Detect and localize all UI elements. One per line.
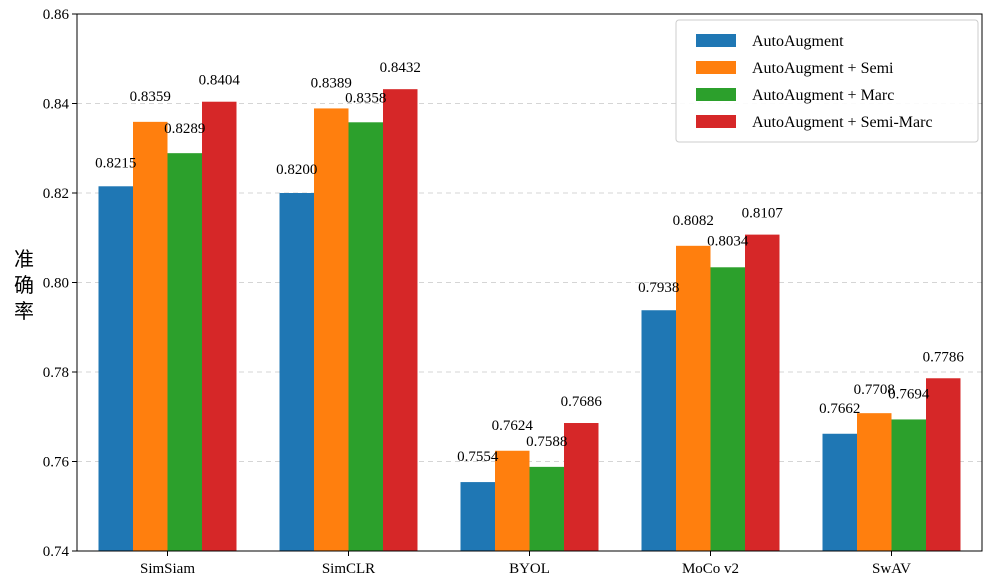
x-axis-ticks: SimSiam SimCLR BYOL MoCo v2 SwAV (140, 551, 911, 577)
bar (314, 108, 349, 552)
legend-box (675, 19, 979, 143)
bar-value-labels: 0.8215 0.8359 0.8289 0.8404 0.8200 0.83890.83… (95, 60, 964, 465)
bar (641, 310, 676, 551)
bar-value-label: 0.8289 (164, 121, 205, 137)
y-axis-label-char: 率 (14, 299, 34, 323)
bar-value-label: 0.7554 (457, 449, 499, 465)
bar (857, 413, 892, 551)
y-tick-label: 0.74 (43, 544, 70, 560)
bar-value-label: 0.7708 (854, 382, 895, 398)
bar (383, 89, 418, 552)
bar-value-label: 0.8432 (380, 60, 421, 76)
bar (495, 450, 530, 551)
bar (133, 121, 168, 551)
bar (279, 193, 314, 551)
legend-swatch (696, 115, 736, 128)
bar (167, 153, 202, 552)
bar-value-label: 0.7694 (888, 386, 930, 402)
y-tick-label: 0.80 (43, 276, 69, 292)
bar-value-label: 0.8358 (345, 90, 386, 106)
bar (348, 122, 383, 552)
bar (891, 419, 926, 551)
legend: AutoAugment AutoAugment + Semi AutoAugment… (675, 19, 979, 143)
bar (926, 378, 961, 551)
x-tick-label: MoCo v2 (682, 561, 739, 577)
bar-value-label: 0.8389 (311, 75, 352, 91)
bar (745, 234, 780, 551)
bar-value-label: 0.7624 (492, 418, 534, 434)
bar (529, 466, 564, 551)
y-axis-label-char: 准 (14, 247, 34, 271)
y-tick-label: 0.84 (43, 97, 70, 113)
bar-value-label: 0.7786 (923, 349, 965, 365)
legend-swatch (696, 61, 736, 74)
bar-value-label: 0.8404 (199, 73, 241, 89)
bar (710, 267, 745, 551)
bar-value-label: 0.7588 (526, 434, 567, 450)
x-tick-label: SimCLR (322, 561, 375, 577)
bar (676, 245, 711, 551)
y-tick-label: 0.76 (43, 455, 70, 471)
bar (564, 423, 599, 551)
legend-label: AutoAugment + Semi-Marc (752, 114, 933, 131)
y-axis-label-char: 确 (14, 273, 34, 297)
legend-label: AutoAugment (752, 33, 844, 50)
bar-value-label: 0.8215 (95, 155, 136, 171)
x-tick-label: SimSiam (140, 561, 195, 577)
bar-value-label: 0.8359 (130, 89, 171, 105)
bars (98, 89, 961, 552)
legend-swatch (696, 88, 736, 101)
x-tick-label: BYOL (509, 561, 550, 577)
legend-label: AutoAugment + Semi (752, 60, 894, 77)
x-tick-label: SwAV (872, 561, 911, 577)
bar-value-label: 0.7686 (561, 394, 603, 410)
bar (460, 482, 495, 551)
y-axis-ticks: 0.74 0.76 0.78 0.80 0.82 0.84 0.86 (43, 7, 77, 560)
bar (822, 433, 857, 551)
bar-value-label: 0.8034 (707, 233, 749, 249)
bar (202, 101, 237, 552)
y-tick-label: 0.86 (43, 7, 70, 23)
bar-value-label: 0.8200 (276, 162, 317, 178)
legend-label: AutoAugment + Marc (752, 87, 894, 104)
bar-value-label: 0.7938 (638, 280, 679, 296)
bar-value-label: 0.8107 (742, 206, 784, 222)
y-axis-label: 准确率 (14, 247, 34, 323)
bar (98, 186, 133, 551)
y-tick-label: 0.82 (43, 186, 69, 202)
y-tick-label: 0.78 (43, 365, 69, 381)
bar-value-label: 0.7662 (819, 401, 860, 417)
bar-value-label: 0.8082 (673, 213, 714, 229)
legend-swatch (696, 34, 736, 47)
